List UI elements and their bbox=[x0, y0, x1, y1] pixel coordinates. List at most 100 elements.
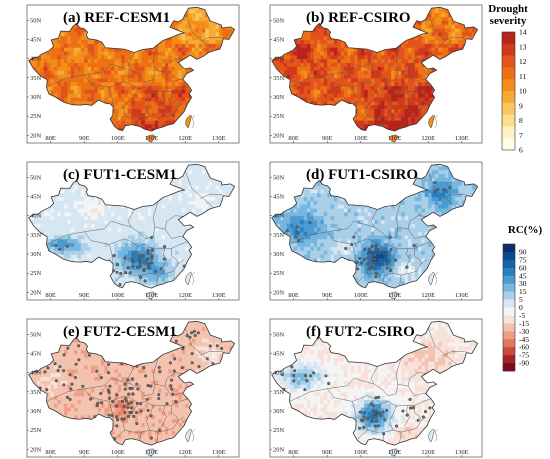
lat-tick-label: 40N bbox=[273, 370, 285, 377]
lat-tick-label: 45N bbox=[273, 351, 285, 358]
lat-tick-label: 30N bbox=[30, 408, 42, 415]
significance-dots bbox=[285, 181, 452, 279]
severity-colorbar: Drought severity 14 13 12 11 10 9 8 7 6 bbox=[488, 3, 528, 155]
lon-tick-label: 80E bbox=[288, 292, 299, 299]
lon-tick-label: 130E bbox=[455, 292, 469, 299]
islands bbox=[146, 271, 196, 300]
lon-tick-label: 130E bbox=[455, 135, 469, 142]
lat-tick-label: 45N bbox=[273, 37, 285, 44]
lat-tick-label: 25N bbox=[30, 427, 42, 434]
severity-tick-label: 11 bbox=[519, 72, 526, 81]
lon-tick-label: 130E bbox=[212, 292, 226, 299]
islands bbox=[389, 114, 439, 143]
lat-tick-label: 45N bbox=[273, 194, 285, 201]
lon-tick-label: 120E bbox=[178, 292, 192, 299]
panel-title: (b) REF-CSIRO bbox=[306, 10, 411, 26]
severity-swatch bbox=[502, 126, 515, 139]
significance-dots bbox=[54, 236, 186, 287]
lat-tick-label: 25N bbox=[273, 270, 285, 277]
severity-swatch bbox=[502, 91, 515, 104]
lat-tick-labels: 50N 45N 40N 35N 30N 25N 20N bbox=[270, 17, 285, 139]
map-panel-1: 50N 45N 40N 35N 30N 25N 20N 80E 90E 100E 110E 120E 1… bbox=[26, 4, 240, 144]
map-panel-3: 50N 45N 40N 35N 30N 25N 20N 80E 90E 100E 110E 120E 1… bbox=[26, 161, 240, 301]
lat-tick-label: 40N bbox=[273, 213, 285, 220]
lat-tick-label: 30N bbox=[30, 94, 42, 101]
severity-swatch bbox=[502, 67, 515, 80]
lat-tick-label: 25N bbox=[273, 427, 285, 434]
rc-swatch bbox=[503, 355, 515, 364]
rc-tick-label: -60 bbox=[519, 343, 529, 352]
rc-tick-label: 45 bbox=[519, 271, 527, 280]
lon-tick-label: 90E bbox=[79, 449, 90, 456]
rc-swatch bbox=[503, 307, 515, 316]
rc-swatch bbox=[503, 251, 515, 261]
lat-tick-label: 35N bbox=[273, 232, 285, 239]
lat-tick-label: 25N bbox=[30, 270, 42, 277]
lat-tick-label: 20N bbox=[30, 446, 42, 453]
lon-tick-label: 100E bbox=[111, 135, 125, 142]
lon-tick-labels: 80E 90E 100E 110E 120E 130E bbox=[288, 292, 469, 300]
lat-tick-label: 20N bbox=[30, 132, 42, 139]
map-panel-5: 50N 45N 40N 35N 30N 25N 20N 80E 90E 100E 110E 120E 1… bbox=[26, 318, 240, 458]
rc-tick-label: -75 bbox=[519, 351, 529, 360]
lon-tick-label: 110E bbox=[388, 135, 402, 142]
lat-tick-label: 50N bbox=[273, 174, 285, 181]
rc-swatch bbox=[503, 315, 515, 324]
lon-tick-label: 100E bbox=[354, 135, 368, 142]
panel-title: (a) REF-CESM1 bbox=[63, 10, 170, 26]
rc-tick-label: -15 bbox=[519, 319, 529, 328]
rc-swatch bbox=[503, 267, 515, 277]
lat-tick-label: 30N bbox=[30, 251, 42, 258]
map-panel-4: 50N 45N 40N 35N 30N 25N 20N 80E 90E 100E 110E 120E 1… bbox=[269, 161, 483, 301]
significance-dots bbox=[35, 329, 224, 441]
lon-tick-label: 90E bbox=[322, 292, 333, 299]
lat-tick-labels: 50N 45N 40N 35N 30N 25N 20N bbox=[27, 174, 42, 296]
lat-tick-label: 50N bbox=[30, 331, 42, 338]
lat-tick-label: 35N bbox=[273, 75, 285, 82]
severity-tick-label: 6 bbox=[519, 146, 523, 155]
islands bbox=[389, 271, 439, 300]
lon-tick-label: 120E bbox=[178, 135, 192, 142]
rc-tick-label: 60 bbox=[519, 263, 527, 272]
lat-tick-label: 40N bbox=[273, 56, 285, 63]
severity-swatch bbox=[502, 55, 515, 68]
rc-swatch bbox=[503, 323, 515, 332]
rc-swatch bbox=[503, 363, 515, 372]
severity-swatch bbox=[502, 79, 515, 92]
lat-tick-label: 50N bbox=[273, 17, 285, 24]
lat-tick-label: 20N bbox=[30, 289, 42, 296]
lat-tick-label: 20N bbox=[273, 289, 285, 296]
rc-tick-label: 0 bbox=[519, 303, 523, 312]
panel-title: (f) FUT2-CSIRO bbox=[306, 324, 415, 340]
lat-tick-label: 30N bbox=[273, 408, 285, 415]
islands bbox=[146, 428, 196, 457]
rc-swatch bbox=[503, 244, 515, 253]
rc-tick-label: -30 bbox=[519, 327, 529, 336]
lon-tick-label: 80E bbox=[45, 135, 56, 142]
rc-swatch bbox=[503, 259, 515, 269]
lat-tick-label: 30N bbox=[273, 94, 285, 101]
lat-tick-label: 40N bbox=[30, 213, 42, 220]
lon-tick-labels: 80E 90E 100E 110E 120E 130E bbox=[288, 449, 469, 457]
rc-tick-label: -5 bbox=[519, 311, 525, 320]
lon-tick-label: 130E bbox=[212, 135, 226, 142]
severity-tick-label: 10 bbox=[519, 87, 527, 96]
lon-tick-label: 100E bbox=[354, 292, 368, 299]
lon-tick-label: 110E bbox=[145, 292, 159, 299]
lon-tick-label: 130E bbox=[212, 449, 226, 456]
lon-tick-label: 80E bbox=[288, 135, 299, 142]
islands bbox=[146, 114, 196, 143]
map-panel-2: 50N 45N 40N 35N 30N 25N 20N 80E 90E 100E 110E 120E 1… bbox=[269, 4, 483, 144]
lat-tick-label: 25N bbox=[30, 113, 42, 120]
severity-swatch bbox=[502, 32, 515, 45]
lon-tick-label: 80E bbox=[288, 449, 299, 456]
lat-tick-label: 50N bbox=[273, 331, 285, 338]
severity-swatch bbox=[502, 102, 515, 115]
rc-swatch bbox=[503, 347, 515, 356]
lat-tick-label: 35N bbox=[30, 389, 42, 396]
lon-tick-label: 100E bbox=[111, 292, 125, 299]
lon-tick-label: 90E bbox=[322, 449, 333, 456]
rc-tick-label: 30 bbox=[519, 279, 527, 288]
significance-dots bbox=[280, 365, 432, 436]
rc-tick-label: 75 bbox=[519, 255, 527, 264]
